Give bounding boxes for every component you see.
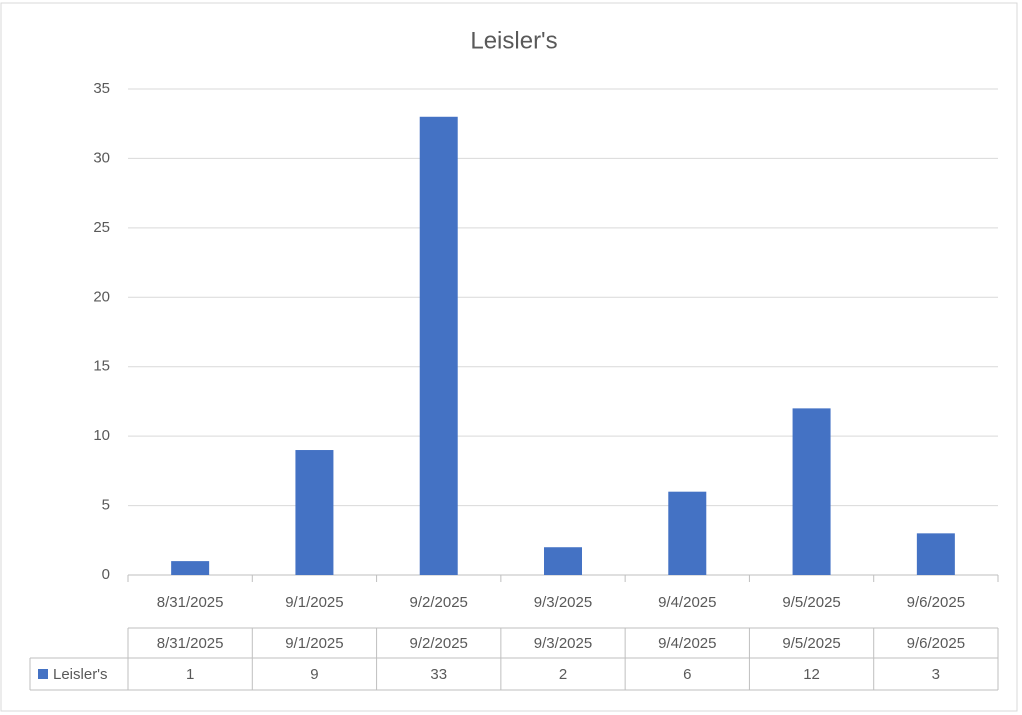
bar <box>544 547 582 575</box>
y-tick-label: 25 <box>93 219 110 236</box>
x-tick-label: 9/2/2025 <box>410 594 468 611</box>
x-tick-label: 9/3/2025 <box>534 594 592 611</box>
bar <box>792 408 831 575</box>
table-header: 9/2/2025 <box>410 635 468 652</box>
bar <box>916 533 955 575</box>
table-header: 9/3/2025 <box>534 635 592 652</box>
y-tick-label: 10 <box>93 427 110 444</box>
table-header: 9/5/2025 <box>782 635 840 652</box>
y-tick-label: 35 <box>93 80 110 97</box>
legend-label: Leisler's <box>53 666 108 683</box>
table-header: 8/31/2025 <box>157 635 224 652</box>
table-value: 12 <box>803 666 820 683</box>
bar <box>295 450 334 575</box>
chart-title: Leisler's <box>470 27 557 54</box>
table-value: 2 <box>559 666 567 683</box>
table-value: 33 <box>430 666 447 683</box>
x-tick-label: 9/1/2025 <box>285 594 343 611</box>
bar <box>668 491 707 575</box>
table-value: 9 <box>310 666 318 683</box>
x-tick-label: 9/4/2025 <box>658 594 716 611</box>
x-tick-label: 9/6/2025 <box>907 594 965 611</box>
y-tick-label: 5 <box>102 497 110 514</box>
table-header: 9/1/2025 <box>285 635 343 652</box>
x-tick-label: 9/5/2025 <box>782 594 840 611</box>
legend-swatch <box>38 669 48 679</box>
x-tick-label: 8/31/2025 <box>157 594 224 611</box>
table-header: 9/6/2025 <box>907 635 965 652</box>
table-value: 3 <box>932 666 940 683</box>
y-tick-label: 30 <box>93 149 110 166</box>
table-value: 1 <box>186 666 194 683</box>
table-header: 9/4/2025 <box>658 635 716 652</box>
y-tick-label: 20 <box>93 288 110 305</box>
table-value: 6 <box>683 666 691 683</box>
y-tick-label: 15 <box>93 358 110 375</box>
bar <box>419 116 458 576</box>
y-tick-label: 0 <box>102 566 110 583</box>
bar <box>171 561 210 575</box>
